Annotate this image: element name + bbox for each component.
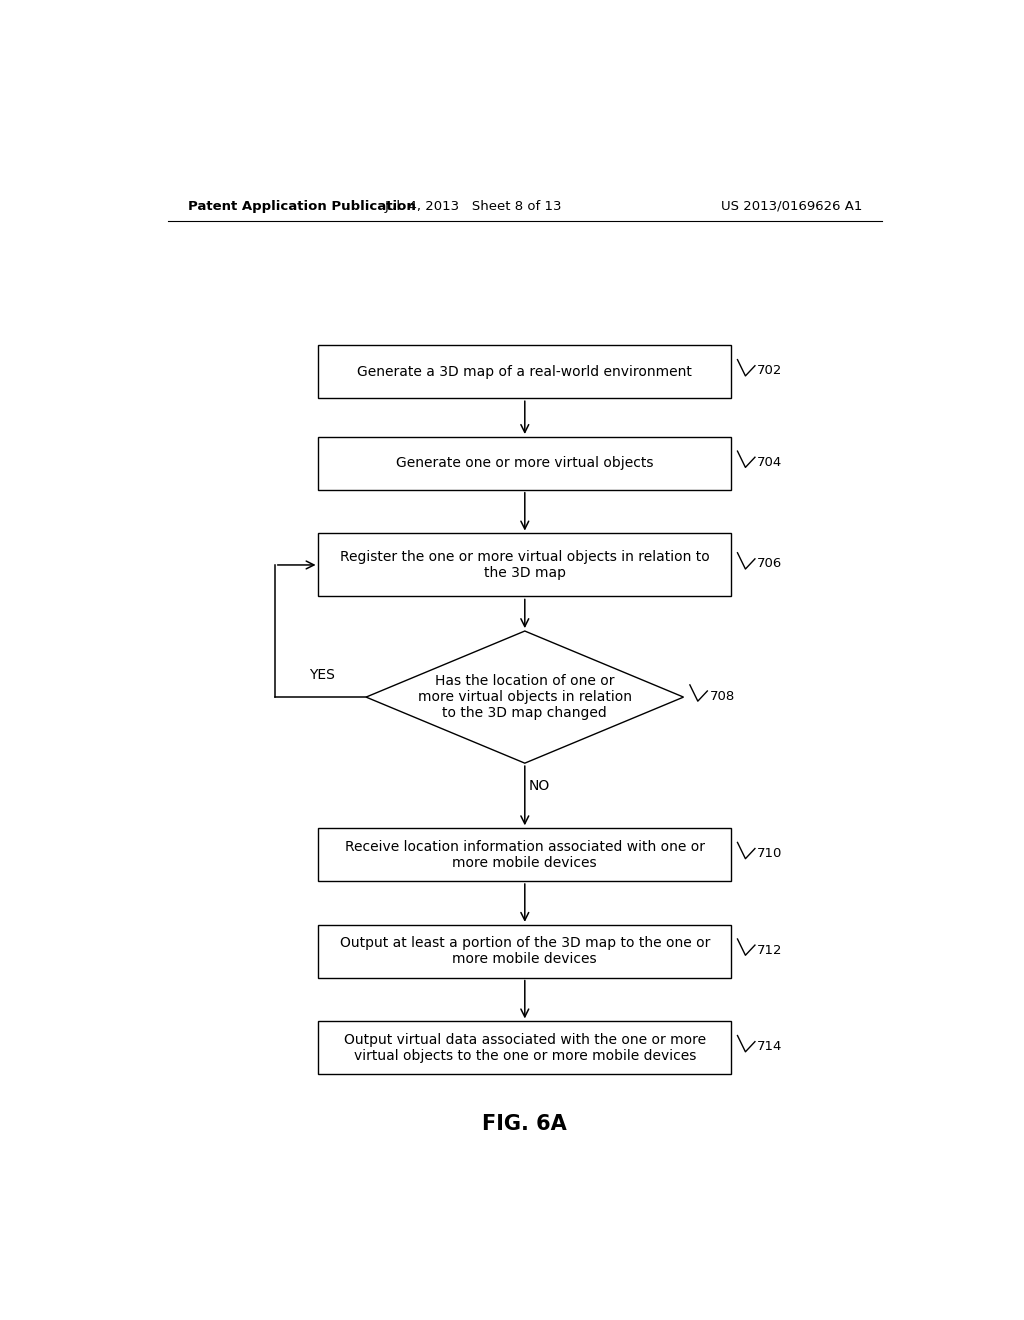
Text: Register the one or more virtual objects in relation to
the 3D map: Register the one or more virtual objects…: [340, 550, 710, 579]
Text: Has the location of one or
more virtual objects in relation
to the 3D map change: Has the location of one or more virtual …: [418, 675, 632, 721]
Text: 708: 708: [710, 689, 735, 702]
Text: Output at least a portion of the 3D map to the one or
more mobile devices: Output at least a portion of the 3D map …: [340, 936, 710, 966]
Text: Jul. 4, 2013   Sheet 8 of 13: Jul. 4, 2013 Sheet 8 of 13: [384, 199, 562, 213]
Text: Generate one or more virtual objects: Generate one or more virtual objects: [396, 457, 653, 470]
Text: 712: 712: [758, 944, 782, 957]
FancyBboxPatch shape: [318, 828, 731, 880]
Text: US 2013/0169626 A1: US 2013/0169626 A1: [721, 199, 862, 213]
Text: 702: 702: [758, 364, 782, 378]
Text: 704: 704: [758, 455, 782, 469]
FancyBboxPatch shape: [318, 925, 731, 978]
FancyBboxPatch shape: [318, 533, 731, 597]
FancyBboxPatch shape: [318, 437, 731, 490]
FancyBboxPatch shape: [318, 1022, 731, 1074]
Text: YES: YES: [309, 668, 336, 681]
Text: 710: 710: [758, 847, 782, 861]
Text: Generate a 3D map of a real-world environment: Generate a 3D map of a real-world enviro…: [357, 364, 692, 379]
Text: 706: 706: [758, 557, 782, 570]
FancyBboxPatch shape: [318, 346, 731, 399]
Text: Patent Application Publication: Patent Application Publication: [187, 199, 416, 213]
Text: Receive location information associated with one or
more mobile devices: Receive location information associated …: [345, 840, 705, 870]
Text: FIG. 6A: FIG. 6A: [482, 1114, 567, 1134]
Text: Output virtual data associated with the one or more
virtual objects to the one o: Output virtual data associated with the …: [344, 1032, 706, 1063]
Polygon shape: [367, 631, 684, 763]
Text: NO: NO: [528, 779, 550, 792]
Text: 714: 714: [758, 1040, 782, 1053]
